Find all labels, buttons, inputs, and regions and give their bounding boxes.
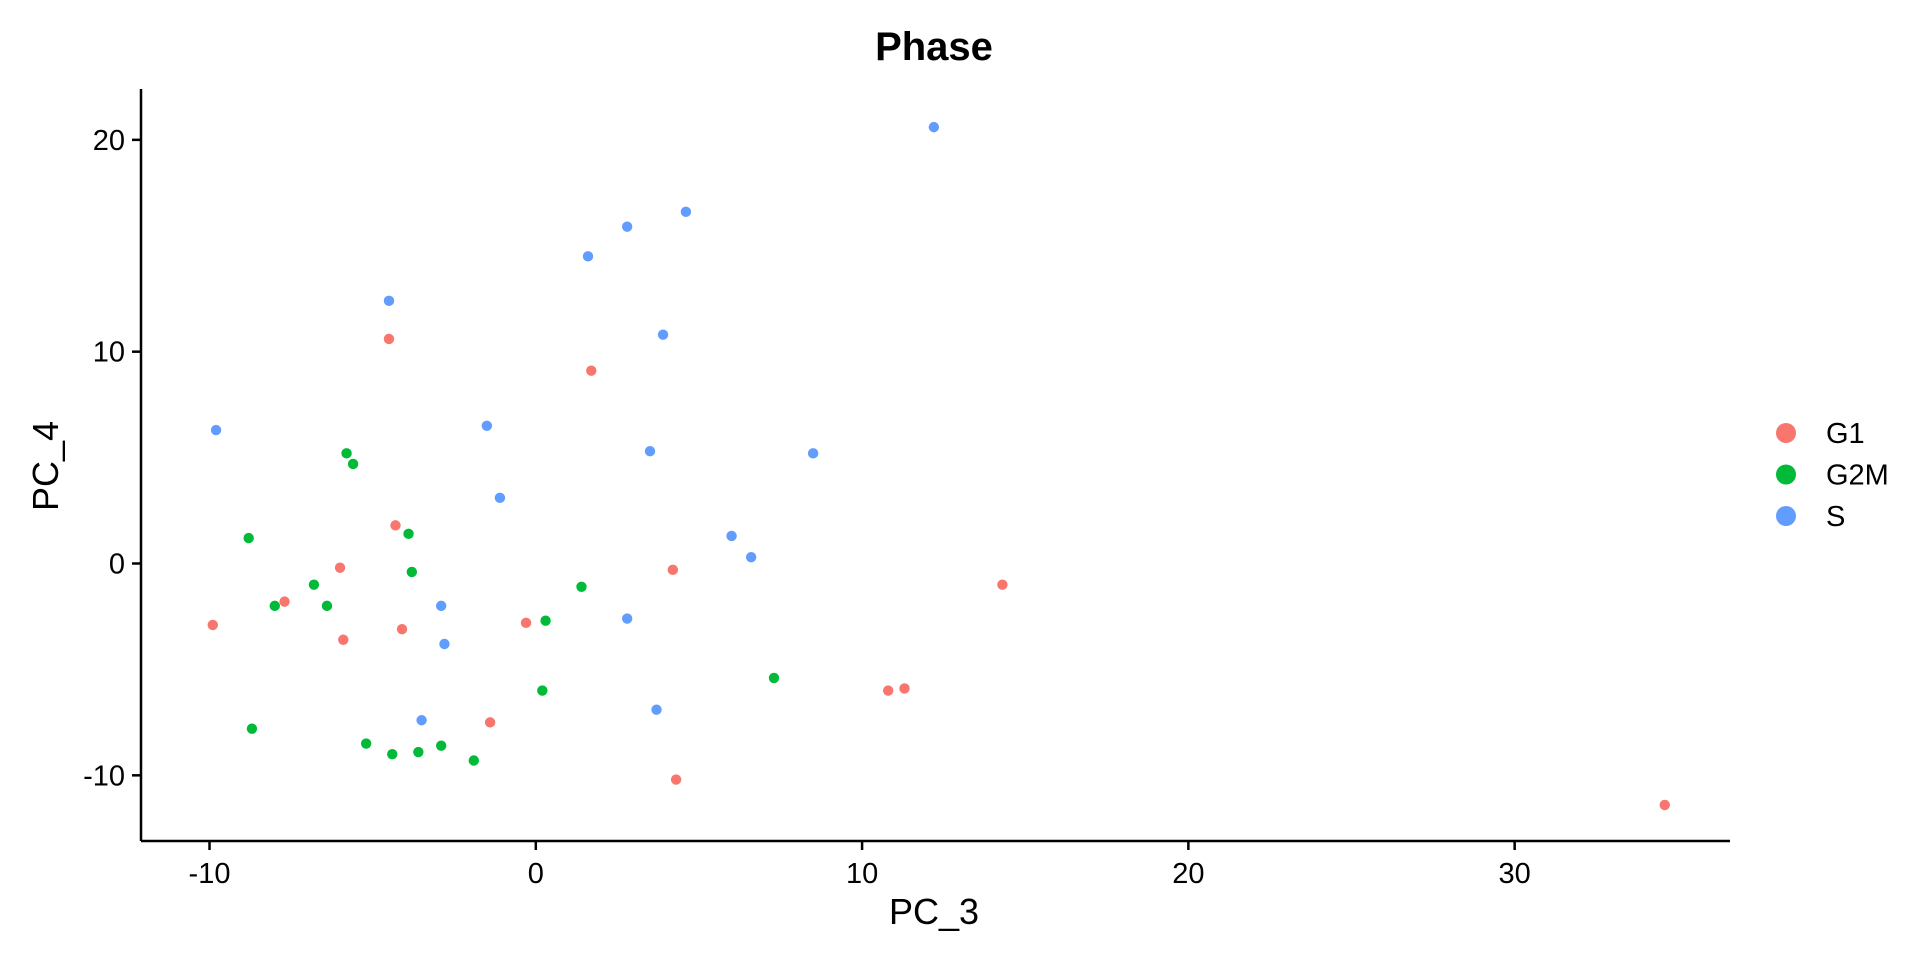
- data-point-g1: [484, 717, 496, 728]
- legend-label-g1: G1: [1826, 418, 1865, 450]
- x-axis-ticks: -10 0 10 20 30: [189, 841, 1531, 890]
- data-point-g1: [997, 579, 1008, 590]
- x-axis-label: PC_3: [889, 891, 979, 932]
- y-tick-label: 10: [93, 337, 125, 369]
- data-point-g2m: [387, 748, 398, 760]
- data-point-s: [745, 551, 757, 563]
- legend-label-g2m: G2M: [1826, 460, 1889, 492]
- chart-title: Phase: [875, 25, 993, 69]
- legend-label-s: S: [1826, 501, 1845, 533]
- data-point-g2m: [341, 448, 352, 459]
- data-point-g2m: [347, 458, 359, 470]
- data-point-g2m: [413, 746, 424, 758]
- data-point-g1: [338, 634, 349, 645]
- data-point-s: [481, 420, 493, 432]
- data-point-s: [726, 530, 737, 542]
- data-point-g2m: [768, 672, 780, 684]
- data-point-g2m: [406, 566, 418, 578]
- data-point-g1: [670, 774, 682, 785]
- legend-key-s: [1776, 506, 1796, 526]
- data-point-g1: [899, 683, 910, 694]
- data-point-g2m: [576, 581, 587, 593]
- data-point-g2m: [537, 685, 548, 696]
- data-point-s: [210, 424, 222, 436]
- y-axis-ticks: -10 0 10 20: [83, 125, 141, 792]
- x-tick-label: 0: [528, 858, 544, 890]
- data-point-s: [621, 221, 633, 232]
- y-tick-label: 20: [93, 125, 125, 157]
- data-point-g1: [207, 619, 218, 631]
- data-point-g2m: [321, 600, 333, 612]
- data-point-s: [494, 492, 506, 504]
- data-point-g1: [279, 596, 290, 607]
- legend-key-g2m: [1776, 464, 1796, 485]
- data-point-g2m: [308, 579, 320, 590]
- data-point-g2m: [243, 532, 254, 544]
- data-point-g2m: [435, 740, 447, 751]
- x-tick-label: 10: [846, 858, 878, 890]
- data-point-g1: [882, 685, 894, 696]
- y-tick-label: -10: [83, 760, 125, 792]
- data-point-s: [928, 121, 940, 133]
- data-point-s: [621, 613, 633, 624]
- data-point-s: [383, 295, 395, 307]
- legend: G1 G2M S: [1776, 418, 1889, 533]
- data-point-g2m: [468, 755, 480, 766]
- data-point-s: [651, 704, 662, 715]
- data-point-g1: [396, 623, 408, 635]
- data-point-s: [439, 638, 450, 650]
- x-tick-label: 30: [1499, 858, 1531, 890]
- data-point-g1: [667, 564, 679, 576]
- x-tick-label: -10: [189, 858, 231, 890]
- data-point-s: [582, 251, 594, 262]
- data-point-s: [680, 206, 692, 218]
- data-point-g2m: [246, 723, 258, 734]
- data-point-g2m: [403, 528, 414, 540]
- y-axis-label: PC_4: [25, 421, 66, 511]
- data-point-g2m: [540, 615, 551, 626]
- data-point-g2m: [269, 600, 280, 612]
- x-tick-label: 20: [1172, 858, 1204, 890]
- data-point-g1: [383, 333, 395, 345]
- data-point-g1: [1659, 799, 1670, 811]
- legend-key-g1: [1776, 423, 1796, 443]
- data-point-g1: [390, 520, 401, 531]
- data-point-s: [416, 715, 427, 726]
- y-tick-label: 0: [109, 549, 125, 581]
- data-point-s: [435, 600, 447, 612]
- data-point-g1: [520, 617, 532, 629]
- data-point-g2m: [360, 738, 372, 749]
- data-point-s: [644, 446, 656, 457]
- data-points: [207, 121, 1670, 811]
- data-point-s: [657, 329, 669, 340]
- data-point-g1: [334, 562, 346, 573]
- data-point-g1: [586, 365, 597, 376]
- data-point-s: [807, 448, 819, 459]
